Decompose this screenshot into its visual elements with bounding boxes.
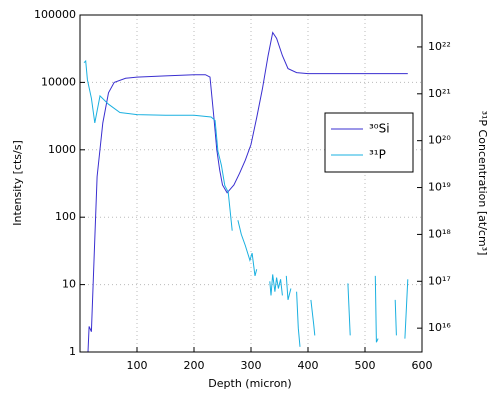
y2-axis-label: ³¹P Concentration [at/cm³] <box>476 111 489 256</box>
y2-tick-label: 10²² <box>428 40 451 53</box>
y-axis-label: Intensity [cts/s] <box>11 140 24 226</box>
x-tick-label: 300 <box>241 359 262 372</box>
y-tick-label: 10 <box>62 278 76 291</box>
legend-label: ³¹P <box>369 148 386 162</box>
y2-tick-label: 10¹⁹ <box>428 181 451 194</box>
data-line <box>83 59 409 347</box>
y2-tick-label: 10²¹ <box>428 87 451 100</box>
x-tick-label: 200 <box>184 359 205 372</box>
legend-box <box>324 112 414 173</box>
y-tick-label: 10000 <box>41 75 76 88</box>
y2-tick-label: 10²⁰ <box>428 134 451 147</box>
plot-frame <box>79 14 423 353</box>
y-tick-label: 100000 <box>34 8 76 21</box>
y-tick-label: 1 <box>69 345 76 358</box>
y-tick-label: 100 <box>55 210 76 223</box>
x-tick-label: 500 <box>355 359 376 372</box>
x-tick-label: 400 <box>298 359 319 372</box>
y-tick-label: 1000 <box>48 143 76 156</box>
y2-tick-label: 10¹⁷ <box>428 274 451 287</box>
x-tick-label: 600 <box>412 359 433 372</box>
x-axis-label: Depth (micron) <box>208 377 291 390</box>
y2-tick-label: 10¹⁸ <box>428 227 451 240</box>
legend-label: ³⁰Si <box>369 122 390 136</box>
y2-tick-label: 10¹⁶ <box>428 321 451 334</box>
data-line <box>87 31 408 353</box>
x-tick-label: 100 <box>127 359 148 372</box>
